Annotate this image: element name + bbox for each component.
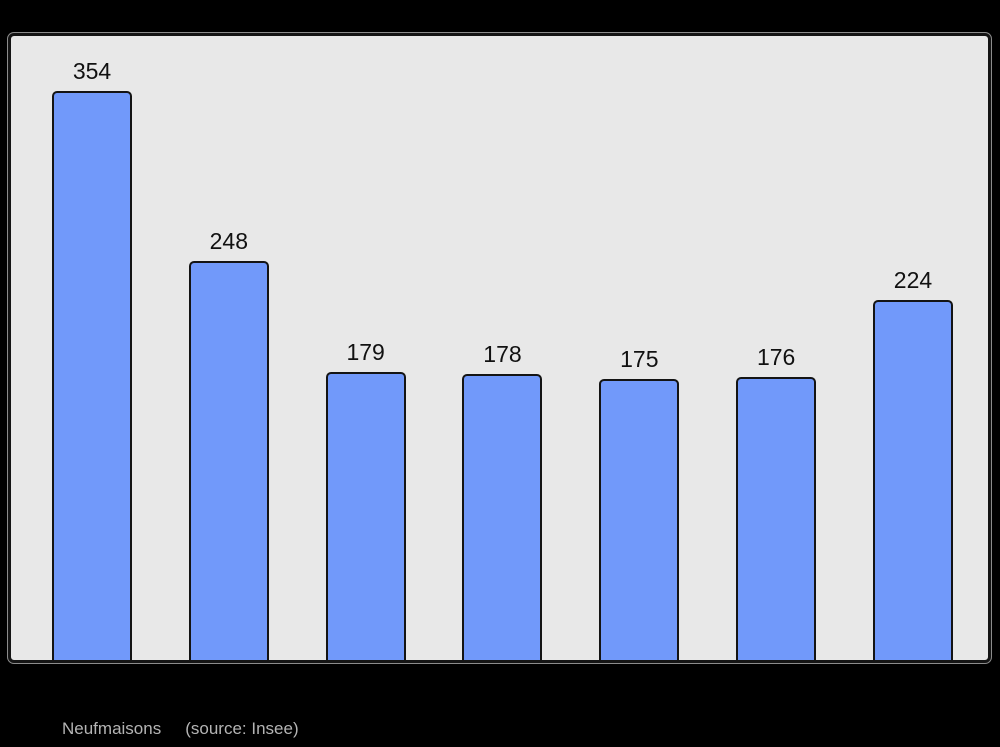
bar-value-label: 248 [209, 228, 249, 254]
bar-value-label: 354 [72, 58, 112, 84]
bar-value-label: 224 [893, 267, 933, 293]
bar [462, 374, 543, 660]
bar-column: 178 [462, 341, 543, 660]
bar-value-label: 178 [483, 341, 522, 367]
bar [52, 91, 132, 660]
bar-column: 354 [52, 58, 132, 660]
bar [872, 300, 953, 660]
bar-column: 224 [872, 267, 953, 660]
source-label: (source: Insee) [185, 719, 299, 738]
bar-column: 248 [188, 228, 269, 660]
bar-column: 175 [599, 346, 680, 660]
bar [325, 372, 406, 660]
bar [599, 379, 680, 660]
bar-column: 176 [736, 344, 817, 660]
bar-value-label: 176 [756, 344, 796, 370]
chart-panel: 354 248 179 178 175 176 224 [8, 33, 991, 663]
chart-caption: Neufmaisons (source: Insee) [62, 719, 299, 739]
bar-chart: 354 248 179 178 175 176 224 [11, 36, 988, 660]
bar [188, 261, 269, 660]
bar [736, 377, 817, 660]
commune-name-label: Neufmaisons [62, 719, 162, 738]
bar-value-label: 175 [620, 346, 659, 372]
bar-value-label: 179 [346, 339, 385, 365]
bar-column: 179 [325, 339, 406, 660]
